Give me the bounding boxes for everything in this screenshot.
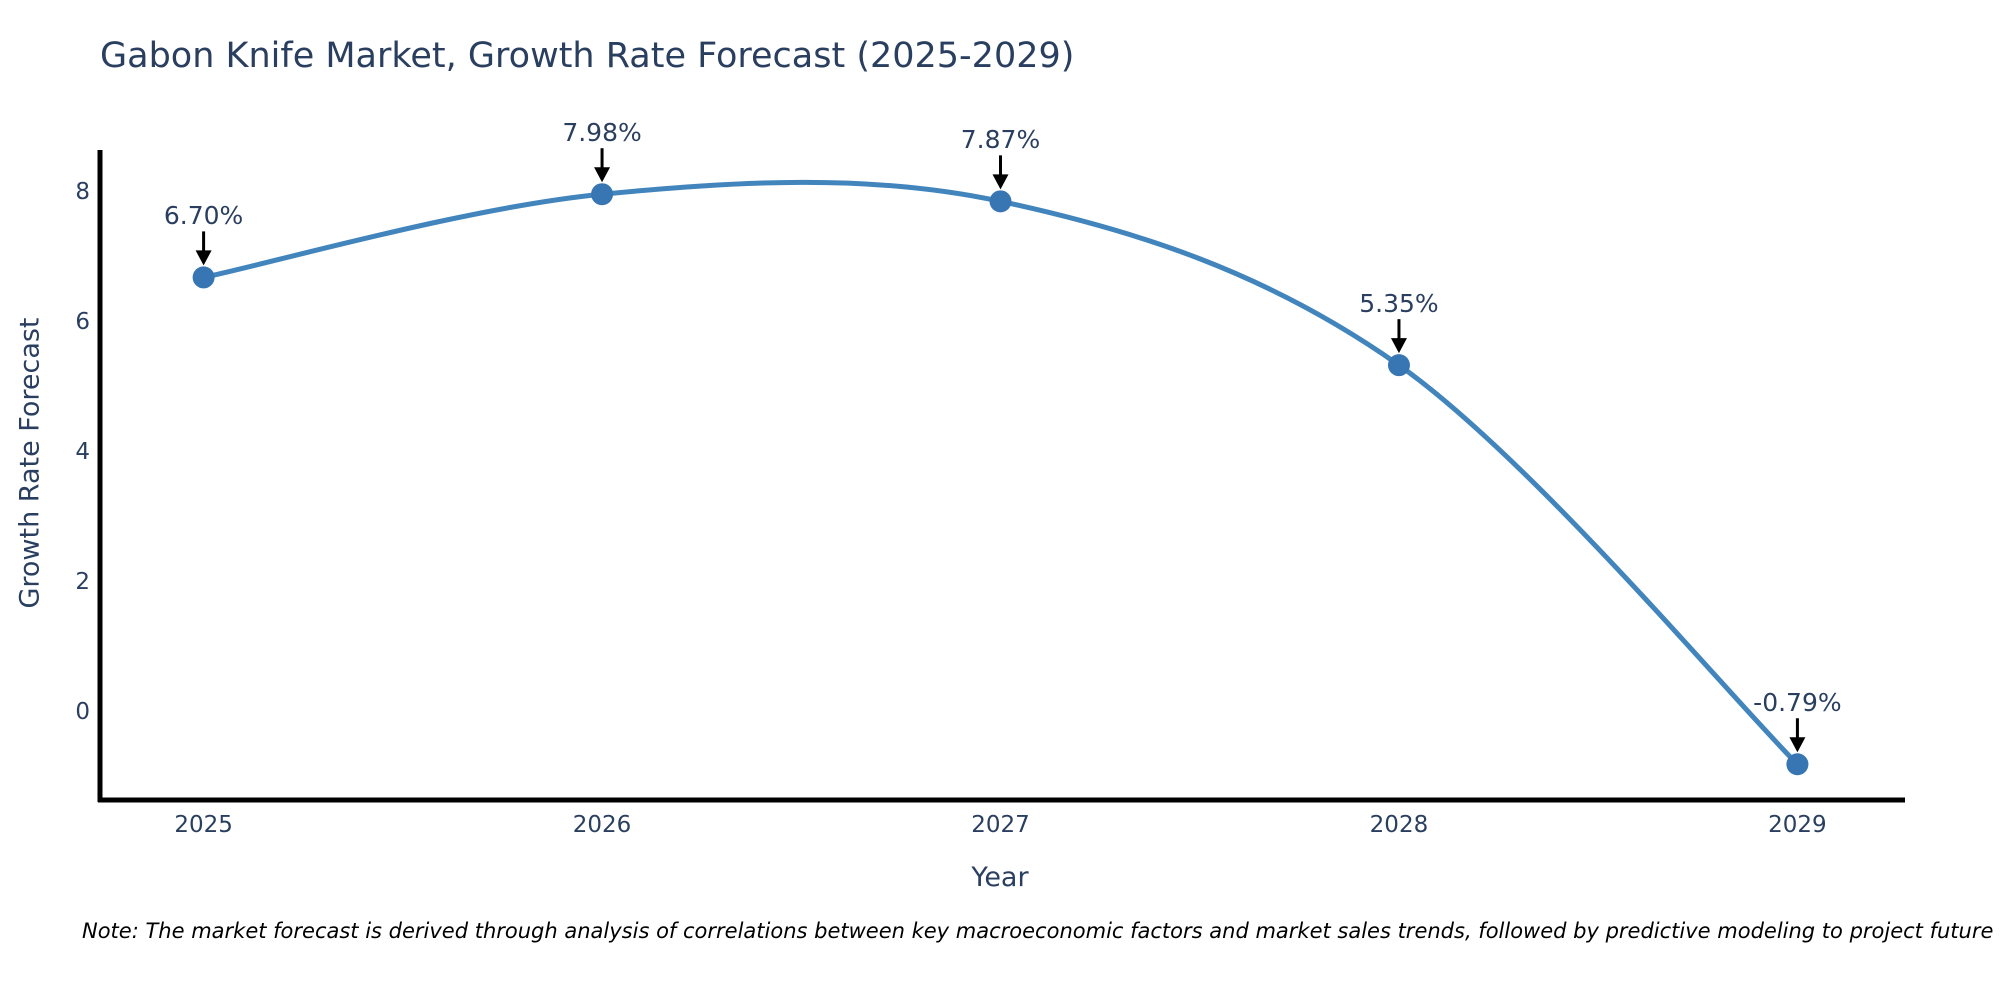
x-tick-label: 2028 — [1369, 812, 1429, 838]
y-tick-label: 2 — [75, 568, 90, 595]
point-annotation: 7.87% — [960, 125, 1041, 155]
x-tick-label: 2026 — [572, 812, 632, 838]
point-annotation: 6.70% — [163, 201, 244, 231]
annotation-arrow-head — [1390, 338, 1407, 354]
chart-title: Gabon Knife Market, Growth Rate Forecast… — [100, 36, 1075, 76]
point-annotation: 7.98% — [562, 118, 642, 148]
y-tick-label: 0 — [75, 698, 90, 725]
y-tick-label: 6 — [75, 308, 90, 335]
x-axis-label: Year — [971, 862, 1029, 893]
trend-line — [201, 179, 1800, 767]
x-tick-label: 2027 — [971, 812, 1030, 838]
data-point-marker — [192, 266, 215, 289]
x-tick-label: 2025 — [174, 812, 233, 838]
annotation-arrow-head — [992, 174, 1009, 190]
annotation-arrow-head — [594, 167, 611, 183]
x-tick-label: 2029 — [1768, 812, 1827, 838]
data-point-marker — [1387, 354, 1410, 377]
data-point-marker — [591, 183, 614, 206]
y-tick-label: 4 — [75, 438, 90, 465]
y-tick-label: 8 — [75, 178, 90, 205]
footnote: Note: The market forecast is derived thr… — [82, 919, 2000, 943]
data-point-marker — [989, 190, 1012, 213]
annotation-arrow-head — [195, 250, 212, 266]
annotation-arrow-head — [1789, 737, 1806, 753]
point-annotation: -0.79% — [1753, 688, 1842, 718]
data-point-marker — [1786, 753, 1809, 776]
point-annotation: 5.35% — [1359, 289, 1439, 319]
